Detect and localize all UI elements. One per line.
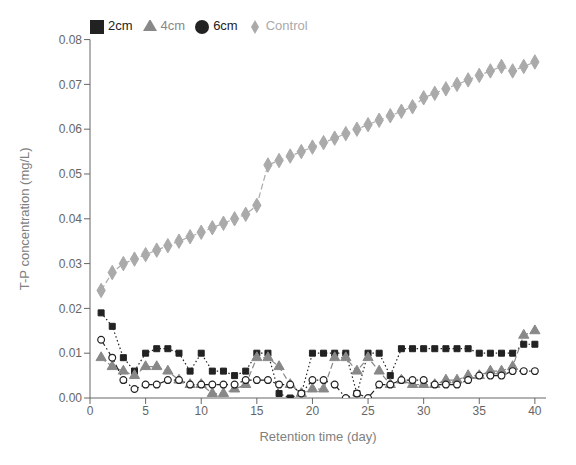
svg-text:0.06: 0.06 — [59, 122, 83, 136]
html-text:2cm: 2cm — [108, 18, 133, 33]
html-text:6cm: 6cm — [213, 18, 238, 33]
svg-text:0.03: 0.03 — [59, 257, 83, 271]
svg-text:5: 5 — [142, 404, 149, 418]
svg-text:0.07: 0.07 — [59, 78, 83, 92]
svg-text:25: 25 — [361, 404, 375, 418]
svg-text:15: 15 — [250, 404, 264, 418]
html-text:4cm: 4cm — [160, 18, 186, 33]
svg-text:T-P concentration (mg/L): T-P concentration (mg/L) — [17, 147, 32, 290]
svg-text:0.05: 0.05 — [59, 167, 83, 181]
svg-text:0.08: 0.08 — [59, 33, 83, 47]
svg-text:0.01: 0.01 — [59, 346, 83, 360]
svg-text:0.02: 0.02 — [59, 302, 83, 316]
svg-text:40: 40 — [528, 404, 542, 418]
svg-text:0.00: 0.00 — [59, 391, 83, 405]
html-text:Control: Control — [265, 18, 308, 33]
svg-text:Retention time (day): Retention time (day) — [259, 429, 376, 444]
svg-text:0: 0 — [87, 404, 94, 418]
svg-text:30: 30 — [417, 404, 431, 418]
svg-text:0.04: 0.04 — [59, 212, 83, 226]
svg-text:10: 10 — [195, 404, 209, 418]
svg-text:35: 35 — [473, 404, 487, 418]
svg-text:20: 20 — [306, 404, 320, 418]
